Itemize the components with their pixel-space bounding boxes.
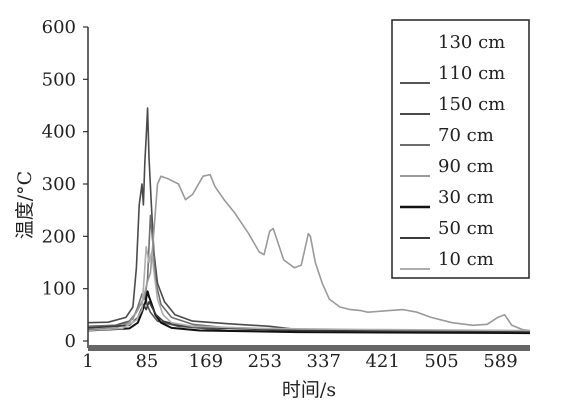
legend-box [391, 19, 530, 279]
legend-label: 10 cm [438, 249, 494, 270]
x-tick-label: 1 [82, 351, 93, 372]
y-tick-label: 0 [65, 331, 76, 352]
x-tick-label: 253 [248, 351, 282, 372]
ticks-layer: 0 100 200 300 400 500 600 1 85 169 253 337 421 505 589 [42, 17, 518, 372]
x-tick-label: 337 [307, 351, 341, 372]
legend-label: 70 cm [438, 125, 494, 146]
series-layer [87, 107, 531, 335]
legend-label: 110 cm [438, 63, 505, 84]
series-line-5 [87, 290, 531, 335]
y-tick-label: 400 [42, 122, 76, 143]
x-tick-label: 169 [189, 351, 223, 372]
x-tick-label: 85 [135, 351, 158, 372]
y-tick-label: 200 [42, 226, 76, 247]
legend-label: 130 cm [438, 32, 505, 53]
axes-layer [87, 27, 530, 351]
legend-label: 150 cm [438, 94, 505, 115]
legend-label: 90 cm [438, 156, 494, 177]
series-line-2 [87, 107, 531, 334]
y-tick-label: 600 [42, 17, 76, 38]
series-line-7 [87, 246, 531, 332]
y-tick-label: 500 [42, 69, 76, 90]
series-line-4 [87, 173, 531, 332]
x-tick-label: 505 [424, 351, 458, 372]
y-tick-label: 100 [42, 279, 76, 300]
x-axis-bar [88, 345, 530, 351]
y-axis-title: 温度/°C [14, 171, 36, 239]
y-tick-label: 300 [42, 174, 76, 195]
x-tick-label: 589 [483, 351, 517, 372]
x-tick-label: 421 [365, 351, 399, 372]
legend: 130 cm 110 cm 150 cm 70 cm 90 cm 30 cm 50 cm 10… [391, 19, 530, 279]
legend-label: 30 cm [438, 187, 494, 208]
x-axis-title: 时间/s [282, 379, 336, 401]
legend-label: 50 cm [438, 218, 494, 239]
